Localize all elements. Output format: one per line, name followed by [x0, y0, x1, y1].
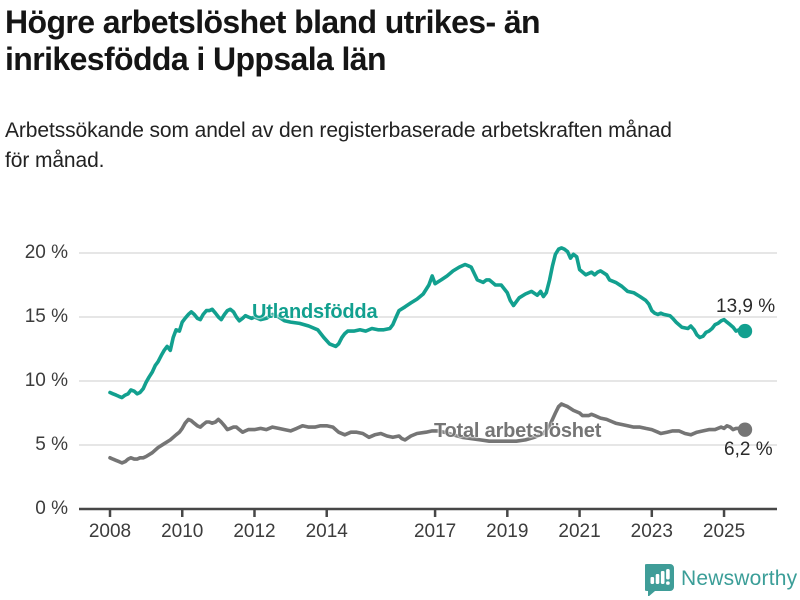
x-axis-label: 2008 — [88, 521, 132, 542]
x-axis-label: 2025 — [702, 521, 746, 542]
x-axis-label: 2023 — [630, 521, 673, 542]
series-label-utlandsfodda: Utlandsfödda — [252, 301, 378, 323]
chart-title-line1: Högre arbetslöshet bland utrikes- än — [5, 4, 541, 40]
plot-svg — [79, 246, 777, 517]
y-axis-label: 20 % — [24, 242, 68, 263]
series-end-dot-utlandsfodda — [737, 323, 753, 339]
value-label-total-arbetsloshet: 6,2 % — [724, 439, 773, 460]
chart-title-line2: inrikesfödda i Uppsala län — [5, 41, 387, 77]
x-axis-label: 2012 — [233, 521, 276, 542]
x-axis-label: 2014 — [305, 521, 348, 542]
y-axis-label: 5 % — [35, 434, 68, 455]
series-line-utlandsfodda — [108, 246, 747, 400]
y-axis-label: 10 % — [24, 370, 68, 391]
x-axis-label: 2017 — [413, 521, 457, 542]
x-axis-label: 2019 — [486, 521, 529, 542]
series-line-total-arbetsloshet — [108, 402, 747, 465]
chart-subtitle-line1: Arbetssökande som andel av den registerb… — [5, 119, 672, 142]
x-axis-label: 2021 — [558, 521, 601, 542]
series-end-dot-total-arbetsloshet — [737, 422, 753, 437]
line-chart: 0 % 5 % 10 % 15 % 20 % 2008 2010 2012 2014 2017 2… — [0, 220, 800, 568]
chart-subtitle-line2: för månad. — [5, 149, 105, 172]
newsworthy-logo-text: Newsworthy — [681, 567, 798, 590]
chart-title: Högre arbetslöshet bland utrikes- än inr… — [5, 4, 541, 78]
chart-subtitle: Arbetssökande som andel av den registerb… — [5, 116, 672, 176]
value-label-utlandsfodda: 13,9 % — [716, 296, 776, 317]
bar-chart-speech-bubble-icon — [645, 564, 674, 596]
newsworthy-logo: Newsworthy — [645, 562, 797, 596]
x-axis-label: 2010 — [161, 521, 204, 542]
y-axis-label: 15 % — [24, 306, 68, 327]
series-label-total-arbetsloshet: Total arbetslöshet — [434, 420, 602, 442]
y-axis-label: 0 % — [35, 498, 68, 519]
